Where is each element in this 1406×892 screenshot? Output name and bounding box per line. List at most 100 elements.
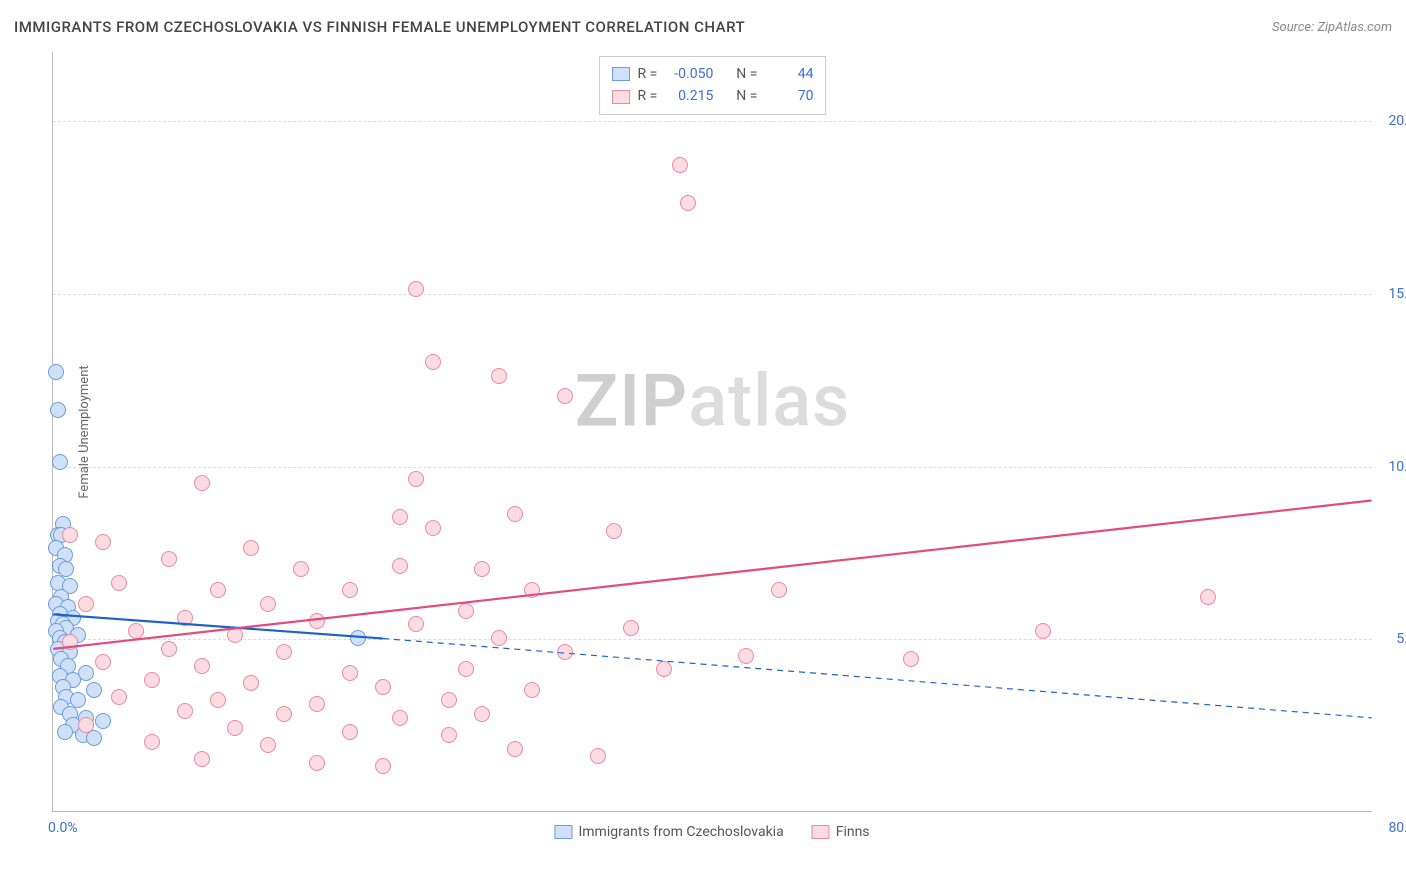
y-axis-label: Female Unemployment <box>77 365 92 498</box>
data-point <box>408 281 424 297</box>
data-point <box>194 658 210 674</box>
data-point <box>62 527 78 543</box>
y-tick-label: 15.0% <box>1388 286 1406 302</box>
y-tick-label: 5.0% <box>1396 631 1406 647</box>
swatch-series-b-bottom <box>812 825 830 839</box>
correlation-legend: R = -0.050 N = 44 R = 0.215 N = 70 <box>599 56 827 115</box>
data-point <box>771 582 787 598</box>
data-point <box>557 644 573 660</box>
data-point <box>375 758 391 774</box>
data-point <box>293 561 309 577</box>
data-point <box>243 540 259 556</box>
data-point <box>606 523 622 539</box>
data-point <box>491 630 507 646</box>
watermark: ZIPatlas <box>575 359 850 444</box>
data-point <box>210 582 226 598</box>
data-point <box>62 634 78 650</box>
data-point <box>441 727 457 743</box>
gridline <box>53 467 1372 468</box>
data-point <box>144 672 160 688</box>
data-point <box>161 551 177 567</box>
data-point <box>111 575 127 591</box>
swatch-series-b <box>612 90 630 104</box>
legend-row-series-b: R = 0.215 N = 70 <box>612 85 814 107</box>
data-point <box>474 706 490 722</box>
chart-area: ZIPatlas R = -0.050 N = 44 R = 0.215 N =… <box>52 52 1372 812</box>
data-point <box>95 534 111 550</box>
series-legend: Immigrants from Czechoslovakia Finns <box>554 824 869 840</box>
data-point <box>57 724 73 740</box>
data-point <box>260 596 276 612</box>
data-point <box>342 665 358 681</box>
data-point <box>161 641 177 657</box>
data-point <box>309 755 325 771</box>
data-point <box>342 724 358 740</box>
data-point <box>524 582 540 598</box>
source-attribution: Source: ZipAtlas.com <box>1272 20 1392 35</box>
data-point <box>276 706 292 722</box>
data-point <box>408 616 424 632</box>
data-point <box>392 558 408 574</box>
data-point <box>227 720 243 736</box>
plot-region: ZIPatlas R = -0.050 N = 44 R = 0.215 N =… <box>52 52 1372 812</box>
data-point <box>48 364 64 380</box>
data-point <box>474 561 490 577</box>
data-point <box>680 195 696 211</box>
data-point <box>52 454 68 470</box>
data-point <box>425 520 441 536</box>
legend-row-series-a: R = -0.050 N = 44 <box>612 63 814 85</box>
data-point <box>458 661 474 677</box>
data-point <box>194 475 210 491</box>
data-point <box>491 368 507 384</box>
data-point <box>557 388 573 404</box>
data-point <box>86 730 102 746</box>
data-point <box>210 692 226 708</box>
data-point <box>1200 589 1216 605</box>
data-point <box>507 506 523 522</box>
data-point <box>623 620 639 636</box>
data-point <box>227 627 243 643</box>
data-point <box>50 402 66 418</box>
data-point <box>177 703 193 719</box>
data-point <box>507 741 523 757</box>
data-point <box>524 682 540 698</box>
gridline <box>53 121 1372 122</box>
data-point <box>309 696 325 712</box>
y-tick-label: 10.0% <box>1388 459 1406 475</box>
data-point <box>656 661 672 677</box>
data-point <box>144 734 160 750</box>
data-point <box>458 603 474 619</box>
data-point <box>342 582 358 598</box>
trend-lines-layer <box>53 52 1372 811</box>
legend-item-series-b: Finns <box>812 824 870 840</box>
data-point <box>276 644 292 660</box>
x-tick-max: 80.0% <box>1388 820 1406 836</box>
data-point <box>738 648 754 664</box>
data-point <box>111 689 127 705</box>
data-point <box>128 623 144 639</box>
data-point <box>95 713 111 729</box>
data-point <box>425 354 441 370</box>
data-point <box>177 610 193 626</box>
chart-title: IMMIGRANTS FROM CZECHOSLOVAKIA VS FINNIS… <box>14 18 745 36</box>
data-point <box>672 157 688 173</box>
data-point <box>95 654 111 670</box>
legend-item-series-a: Immigrants from Czechoslovakia <box>554 824 783 840</box>
data-point <box>350 630 366 646</box>
data-point <box>260 737 276 753</box>
data-point <box>194 751 210 767</box>
data-point <box>78 717 94 733</box>
data-point <box>903 651 919 667</box>
data-point <box>441 692 457 708</box>
data-point <box>86 682 102 698</box>
y-tick-label: 20.0% <box>1388 113 1406 129</box>
gridline <box>53 294 1372 295</box>
data-point <box>1035 623 1051 639</box>
header: IMMIGRANTS FROM CZECHOSLOVAKIA VS FINNIS… <box>14 18 1392 36</box>
data-point <box>243 675 259 691</box>
data-point <box>590 748 606 764</box>
data-point <box>78 596 94 612</box>
swatch-series-a <box>612 67 630 81</box>
gridline <box>53 639 1372 640</box>
x-tick-min: 0.0% <box>48 820 78 836</box>
